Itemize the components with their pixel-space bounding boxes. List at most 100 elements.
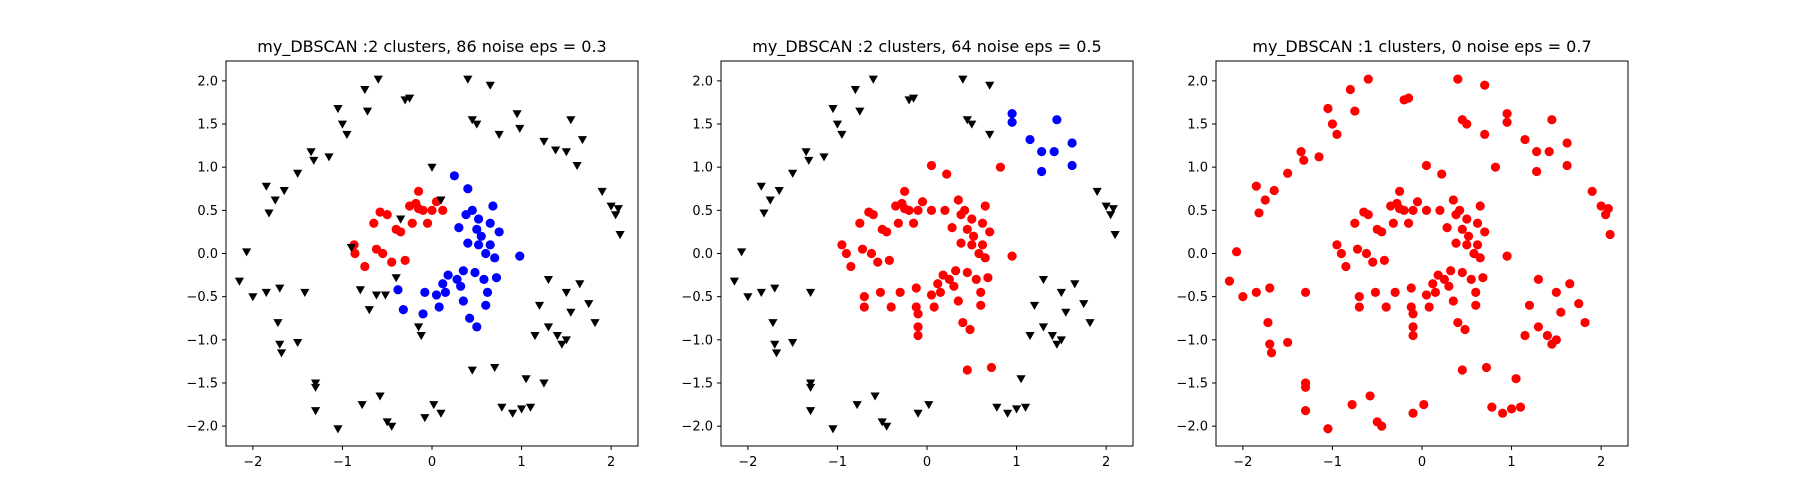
cluster-point [1368, 257, 1378, 267]
noise-point [737, 248, 747, 257]
cluster-point [857, 244, 868, 254]
noise-point [1011, 405, 1022, 414]
cluster-point [1390, 287, 1400, 297]
noise-point [770, 340, 780, 349]
noise-point [855, 107, 865, 116]
cluster-point [942, 169, 952, 179]
cluster-point [1336, 248, 1346, 259]
noise-point [756, 288, 766, 297]
noise-point [1101, 202, 1111, 211]
noise-point [756, 182, 766, 191]
noise-point [1061, 308, 1071, 317]
cluster-point [962, 267, 972, 278]
cluster-point [1448, 195, 1458, 205]
y-tick-label: −0.5 [681, 290, 713, 305]
cluster-point [1544, 147, 1554, 157]
noise-point [868, 75, 878, 84]
noise-point [1020, 403, 1031, 412]
noise-point [420, 414, 430, 423]
noise-point [261, 288, 271, 297]
noise-point [572, 162, 582, 171]
y-tick-label: 0.0 [1187, 247, 1208, 262]
noise-point [436, 409, 446, 418]
cluster-point [1347, 399, 1357, 410]
x-tick-label: 1 [517, 455, 525, 470]
cluster-point [1437, 169, 1447, 179]
cluster-point [1487, 402, 1497, 412]
cluster-point [463, 184, 473, 194]
cluster-point [986, 362, 997, 373]
noise-point [1016, 375, 1026, 384]
cluster-point [944, 274, 954, 284]
noise-point [543, 275, 554, 284]
cluster-point [1471, 287, 1481, 297]
noise-point [357, 401, 367, 410]
cluster-point [1562, 160, 1572, 171]
cluster-point [431, 290, 442, 300]
cluster-point [1605, 229, 1615, 240]
noise-point [801, 148, 811, 157]
cluster-point [962, 224, 972, 234]
cluster-point [1370, 287, 1381, 297]
cluster-point [1551, 287, 1561, 297]
cluster-point [1475, 201, 1485, 211]
cluster-point [1462, 119, 1472, 129]
noise-point [310, 383, 321, 392]
noise-point [490, 363, 500, 373]
cluster-point [926, 290, 937, 300]
y-tick-label: 0.5 [1187, 204, 1208, 219]
series-1 [1224, 74, 1615, 434]
noise-point [1108, 205, 1118, 214]
cluster-point [908, 218, 919, 228]
cluster-point [995, 162, 1006, 172]
noise-point [805, 383, 816, 392]
series-3 [234, 75, 625, 434]
cluster-point [1388, 218, 1398, 228]
noise-point [770, 284, 780, 293]
cluster-point [1377, 421, 1387, 431]
cluster-point [488, 201, 498, 211]
y-tick-label: −2.0 [186, 420, 218, 435]
cluster-point [382, 210, 392, 220]
noise-point [293, 169, 303, 178]
cluster-point [1462, 214, 1472, 224]
noise-point [837, 130, 847, 139]
cluster-point [1453, 74, 1463, 84]
cluster-point [1524, 300, 1535, 310]
noise-point [261, 182, 271, 191]
cluster-point [1379, 255, 1389, 266]
cluster-point [837, 240, 847, 250]
cluster-point [1439, 274, 1449, 284]
cluster-point [846, 261, 856, 272]
noise-point [852, 401, 862, 410]
cluster-point [1471, 300, 1481, 310]
cluster-point [873, 257, 883, 267]
noise-point [962, 116, 972, 125]
noise-point [832, 120, 843, 129]
cluster-point [1551, 335, 1561, 345]
noise-point [1003, 409, 1013, 418]
y-tick-label: −1.0 [681, 333, 713, 348]
cluster-point [1052, 115, 1062, 125]
cluster-point [400, 255, 410, 266]
noise-point [525, 403, 536, 412]
cluster-point [1403, 93, 1414, 103]
y-tick-label: 1.5 [197, 118, 218, 133]
noise-point [774, 187, 784, 196]
cluster-point [1399, 205, 1409, 215]
y-tick-label: 1.0 [1187, 161, 1208, 176]
y-tick-label: −0.5 [1176, 290, 1208, 305]
cluster-point [427, 205, 437, 215]
noise-point [1110, 231, 1120, 240]
cluster-point [1457, 267, 1467, 278]
noise-point [877, 418, 887, 427]
cluster-point [895, 287, 905, 297]
axes-frame [720, 60, 1134, 447]
cluster-point [1506, 404, 1517, 414]
cluster-point [1532, 166, 1542, 177]
cluster-point [452, 274, 462, 284]
noise-point [494, 130, 504, 139]
noise-point [530, 332, 540, 341]
cluster-point [1350, 218, 1360, 228]
cluster-point [926, 160, 937, 171]
